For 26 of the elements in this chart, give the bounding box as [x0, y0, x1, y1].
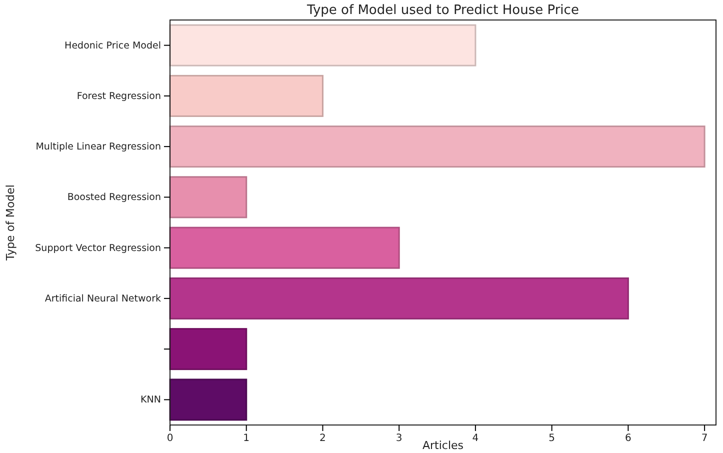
- x-tick-label: 2: [320, 433, 326, 444]
- bar: [169, 328, 248, 370]
- bar: [169, 176, 248, 218]
- x-tick-label: 0: [166, 433, 174, 444]
- y-tick-label: Boosted Regression: [67, 192, 161, 204]
- y-tick-label: Multiple Linear Regression: [36, 142, 161, 153]
- x-tick-label: 6: [624, 433, 632, 444]
- bar: [169, 378, 248, 421]
- x-tick-label: 5: [548, 433, 556, 444]
- bar: [169, 126, 706, 168]
- bar: [169, 24, 476, 66]
- x-axis-title: Articles: [422, 439, 464, 452]
- x-tick-label: 7: [701, 433, 708, 444]
- chart-title: Type of Model used to Predict House Price: [306, 3, 579, 18]
- y-tick-label: Hedonic Price Model: [64, 40, 161, 52]
- y-tick-label: Artificial Neural Network: [44, 293, 162, 304]
- y-tick-label: KNN: [140, 394, 161, 406]
- y-tick-label: Support Vector Regression: [35, 242, 161, 254]
- x-tick-label: 4: [472, 433, 479, 444]
- bar: [169, 226, 400, 269]
- y-axis-title: Type of Model: [4, 184, 17, 262]
- y-tick-label: Forest Regression: [76, 90, 161, 102]
- bar: [169, 74, 324, 117]
- x-tick-label: 3: [396, 433, 402, 444]
- bar: [169, 277, 629, 320]
- x-tick-label: 1: [243, 433, 250, 444]
